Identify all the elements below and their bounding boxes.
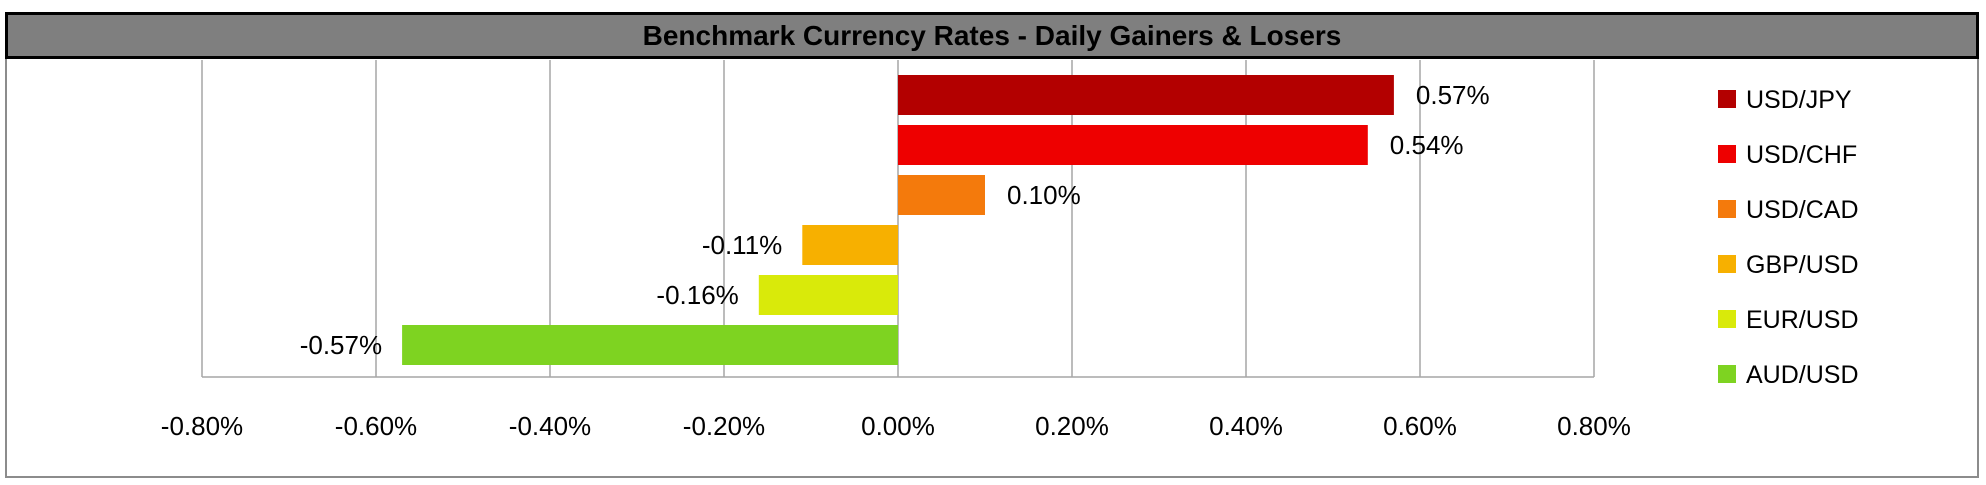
legend-swatch: [1718, 200, 1736, 218]
data-label: -0.16%: [656, 280, 738, 310]
legend-label: USD/JPY: [1746, 86, 1852, 114]
bar-usd-jpy: [898, 75, 1394, 115]
legend-label: EUR/USD: [1746, 306, 1859, 334]
legend-swatch: [1718, 365, 1736, 383]
x-tick-label: 0.00%: [861, 411, 935, 441]
bar-usd-chf: [898, 125, 1368, 165]
data-label: 0.54%: [1390, 130, 1464, 160]
legend-swatch: [1718, 90, 1736, 108]
chart-title: Benchmark Currency Rates - Daily Gainers…: [642, 19, 1342, 51]
data-label: 0.57%: [1416, 80, 1490, 110]
x-tick-label: 0.60%: [1383, 411, 1457, 441]
legend-label: USD/CHF: [1746, 141, 1857, 169]
x-tick-label: -0.20%: [683, 411, 765, 441]
x-tick-label: 0.80%: [1557, 411, 1631, 441]
bar-gbp-usd: [802, 225, 898, 265]
legend-swatch: [1718, 310, 1736, 328]
legend-swatch: [1718, 145, 1736, 163]
x-tick-label: -0.40%: [509, 411, 591, 441]
legend-label: AUD/USD: [1746, 361, 1859, 389]
data-label: -0.57%: [300, 330, 382, 360]
data-label: 0.10%: [1007, 180, 1081, 210]
x-tick-label: 0.40%: [1209, 411, 1283, 441]
chart-title-bar: Benchmark Currency Rates - Daily Gainers…: [5, 12, 1979, 59]
legend-label: GBP/USD: [1746, 251, 1859, 279]
bar-eur-usd: [758, 275, 898, 315]
data-label: -0.11%: [702, 230, 782, 260]
x-tick-label: 0.20%: [1035, 411, 1109, 441]
x-tick-label: -0.60%: [335, 411, 417, 441]
legend-label: USD/CAD: [1746, 196, 1859, 224]
legend-swatch: [1718, 255, 1736, 273]
x-tick-label: -0.80%: [161, 411, 243, 441]
bar-aud-usd: [402, 325, 898, 365]
bar-usd-cad: [898, 175, 985, 215]
